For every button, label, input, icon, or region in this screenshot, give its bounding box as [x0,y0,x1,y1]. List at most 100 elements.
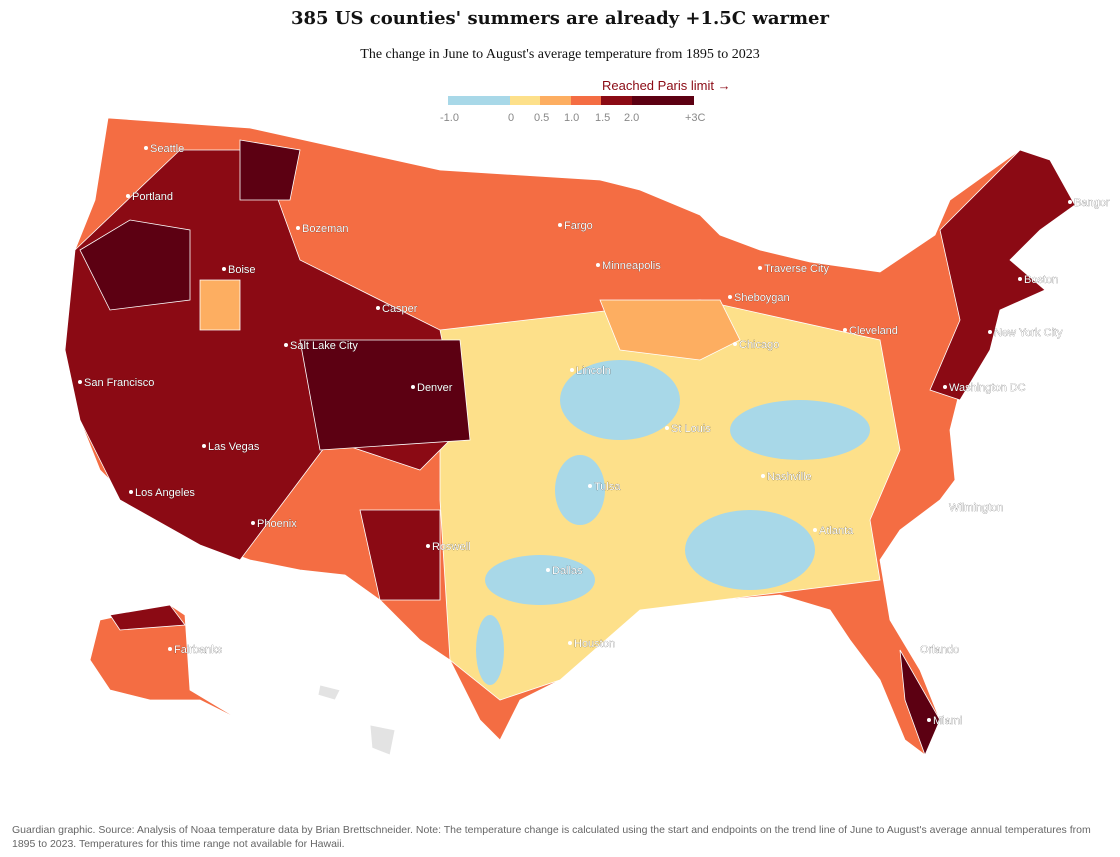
city-label: Dallas [552,565,583,577]
city-label: Denver [417,382,453,394]
north-alaska-region [109,604,186,631]
city-label: Fairbanks [174,644,223,656]
city-label: Lincoln [576,365,611,377]
city-dot [570,368,574,372]
city-dot [914,647,918,651]
city-label: Cleveland [849,325,898,337]
city-label: Houston [574,638,615,650]
legend-swatch [510,96,540,105]
legend-swatch [601,96,632,105]
city-dot [758,266,762,270]
kentucky-tennessee-region [730,400,870,460]
city-dot [558,223,562,227]
missouri-illinois-region [560,360,680,440]
city-dot [129,490,133,494]
legend-tick-label: +3C [685,112,706,124]
source-note: Guardian graphic. Source: Analysis of No… [12,824,1091,850]
city-label: St Louis [671,423,711,435]
city-label: Sheboygan [734,292,790,304]
city-dot [144,146,148,150]
city-dot [411,385,415,389]
city-label: Boise [228,264,256,276]
city-label: Minneapolis [602,260,661,272]
legend-tick-label: 1.5 [595,112,611,124]
legend-swatch [632,96,694,105]
city-dot [843,328,847,332]
legend-tick-label: 0 [508,112,515,124]
hawaii-island [317,684,341,701]
city-dot [988,330,992,334]
city-label: Chicago [739,339,779,351]
city-label: San Francisco [84,377,154,389]
city-dot [596,263,600,267]
hawaii-big-island [369,724,396,756]
legend-ticks: -1.0 0 0.5 1.0 1.5 2.0 +3C [430,112,730,128]
city-label: Orlando [920,644,959,656]
city-label: Fargo [564,220,593,232]
oklahoma-region [555,455,605,525]
city-label: Los Angeles [135,487,195,499]
city-dot [927,718,931,722]
city-label: Portland [132,191,173,203]
city-label: Las Vegas [208,441,260,453]
new-mexico-region [359,509,441,601]
city-label: Salt Lake City [290,340,358,352]
legend-swatch [571,96,601,105]
paris-limit-annotation: Reached Paris limit → [602,78,731,93]
south-florida-region [899,649,941,757]
northeast-region [929,149,1076,401]
city-dot [588,484,592,488]
city-dot [546,568,550,572]
city-dot [568,641,572,645]
chart-subtitle: The change in June to August's average t… [360,47,760,62]
alaska-region [89,604,241,721]
color-legend [448,96,694,105]
city-dot [222,267,226,271]
city-dot [168,647,172,651]
city-label: Seattle [150,143,184,155]
city-dot [813,528,817,532]
city-label: Washington DC [949,382,1026,394]
city-dot [665,426,669,430]
city-label: New York City [994,327,1063,339]
city-label: Traverse City [764,263,829,275]
city-dot [202,444,206,448]
city-label: Atlanta [819,525,854,537]
legend-tick-label: 2.0 [624,112,640,124]
city-dot [1018,277,1022,281]
midwest-region [599,299,741,361]
city-label: Miami [933,715,962,727]
oregon-region [79,219,191,311]
city-dot [1068,200,1072,204]
us-county-map: Seattle Portland Boise Bozeman Fargo Minneapo… [64,117,1110,757]
city-dot [284,343,288,347]
legend-swatch [540,96,571,105]
city-dot [126,194,130,198]
city-label: Nashville [767,471,812,483]
city-label: Roswell [432,541,471,553]
city-dot [761,474,765,478]
city-dot [78,380,82,384]
city-dot [943,385,947,389]
legend-swatch [448,96,510,105]
chart-title: 385 US counties' summers are already +1.… [291,8,829,29]
city-dot [376,306,380,310]
north-texas-region [485,555,595,605]
city-label: Bozeman [302,223,348,235]
utah-colorado-region [299,339,471,451]
city-label: Wilmington [949,502,1003,514]
city-dot [943,505,947,509]
legend-tick-label: 1.0 [564,112,580,124]
city-dot [296,226,300,230]
city-label: Casper [382,303,418,315]
city-dot [733,342,737,346]
west-texas-region [476,615,504,685]
city-label: Phoenix [257,518,297,530]
alabama-mississippi-region [685,510,815,590]
city-label: Boston [1024,274,1058,286]
central-us-region [439,299,901,701]
city-dot [251,521,255,525]
legend-tick-label: -1.0 [440,112,459,124]
legend-tick-label: 0.5 [534,112,550,124]
city-dot [426,544,430,548]
